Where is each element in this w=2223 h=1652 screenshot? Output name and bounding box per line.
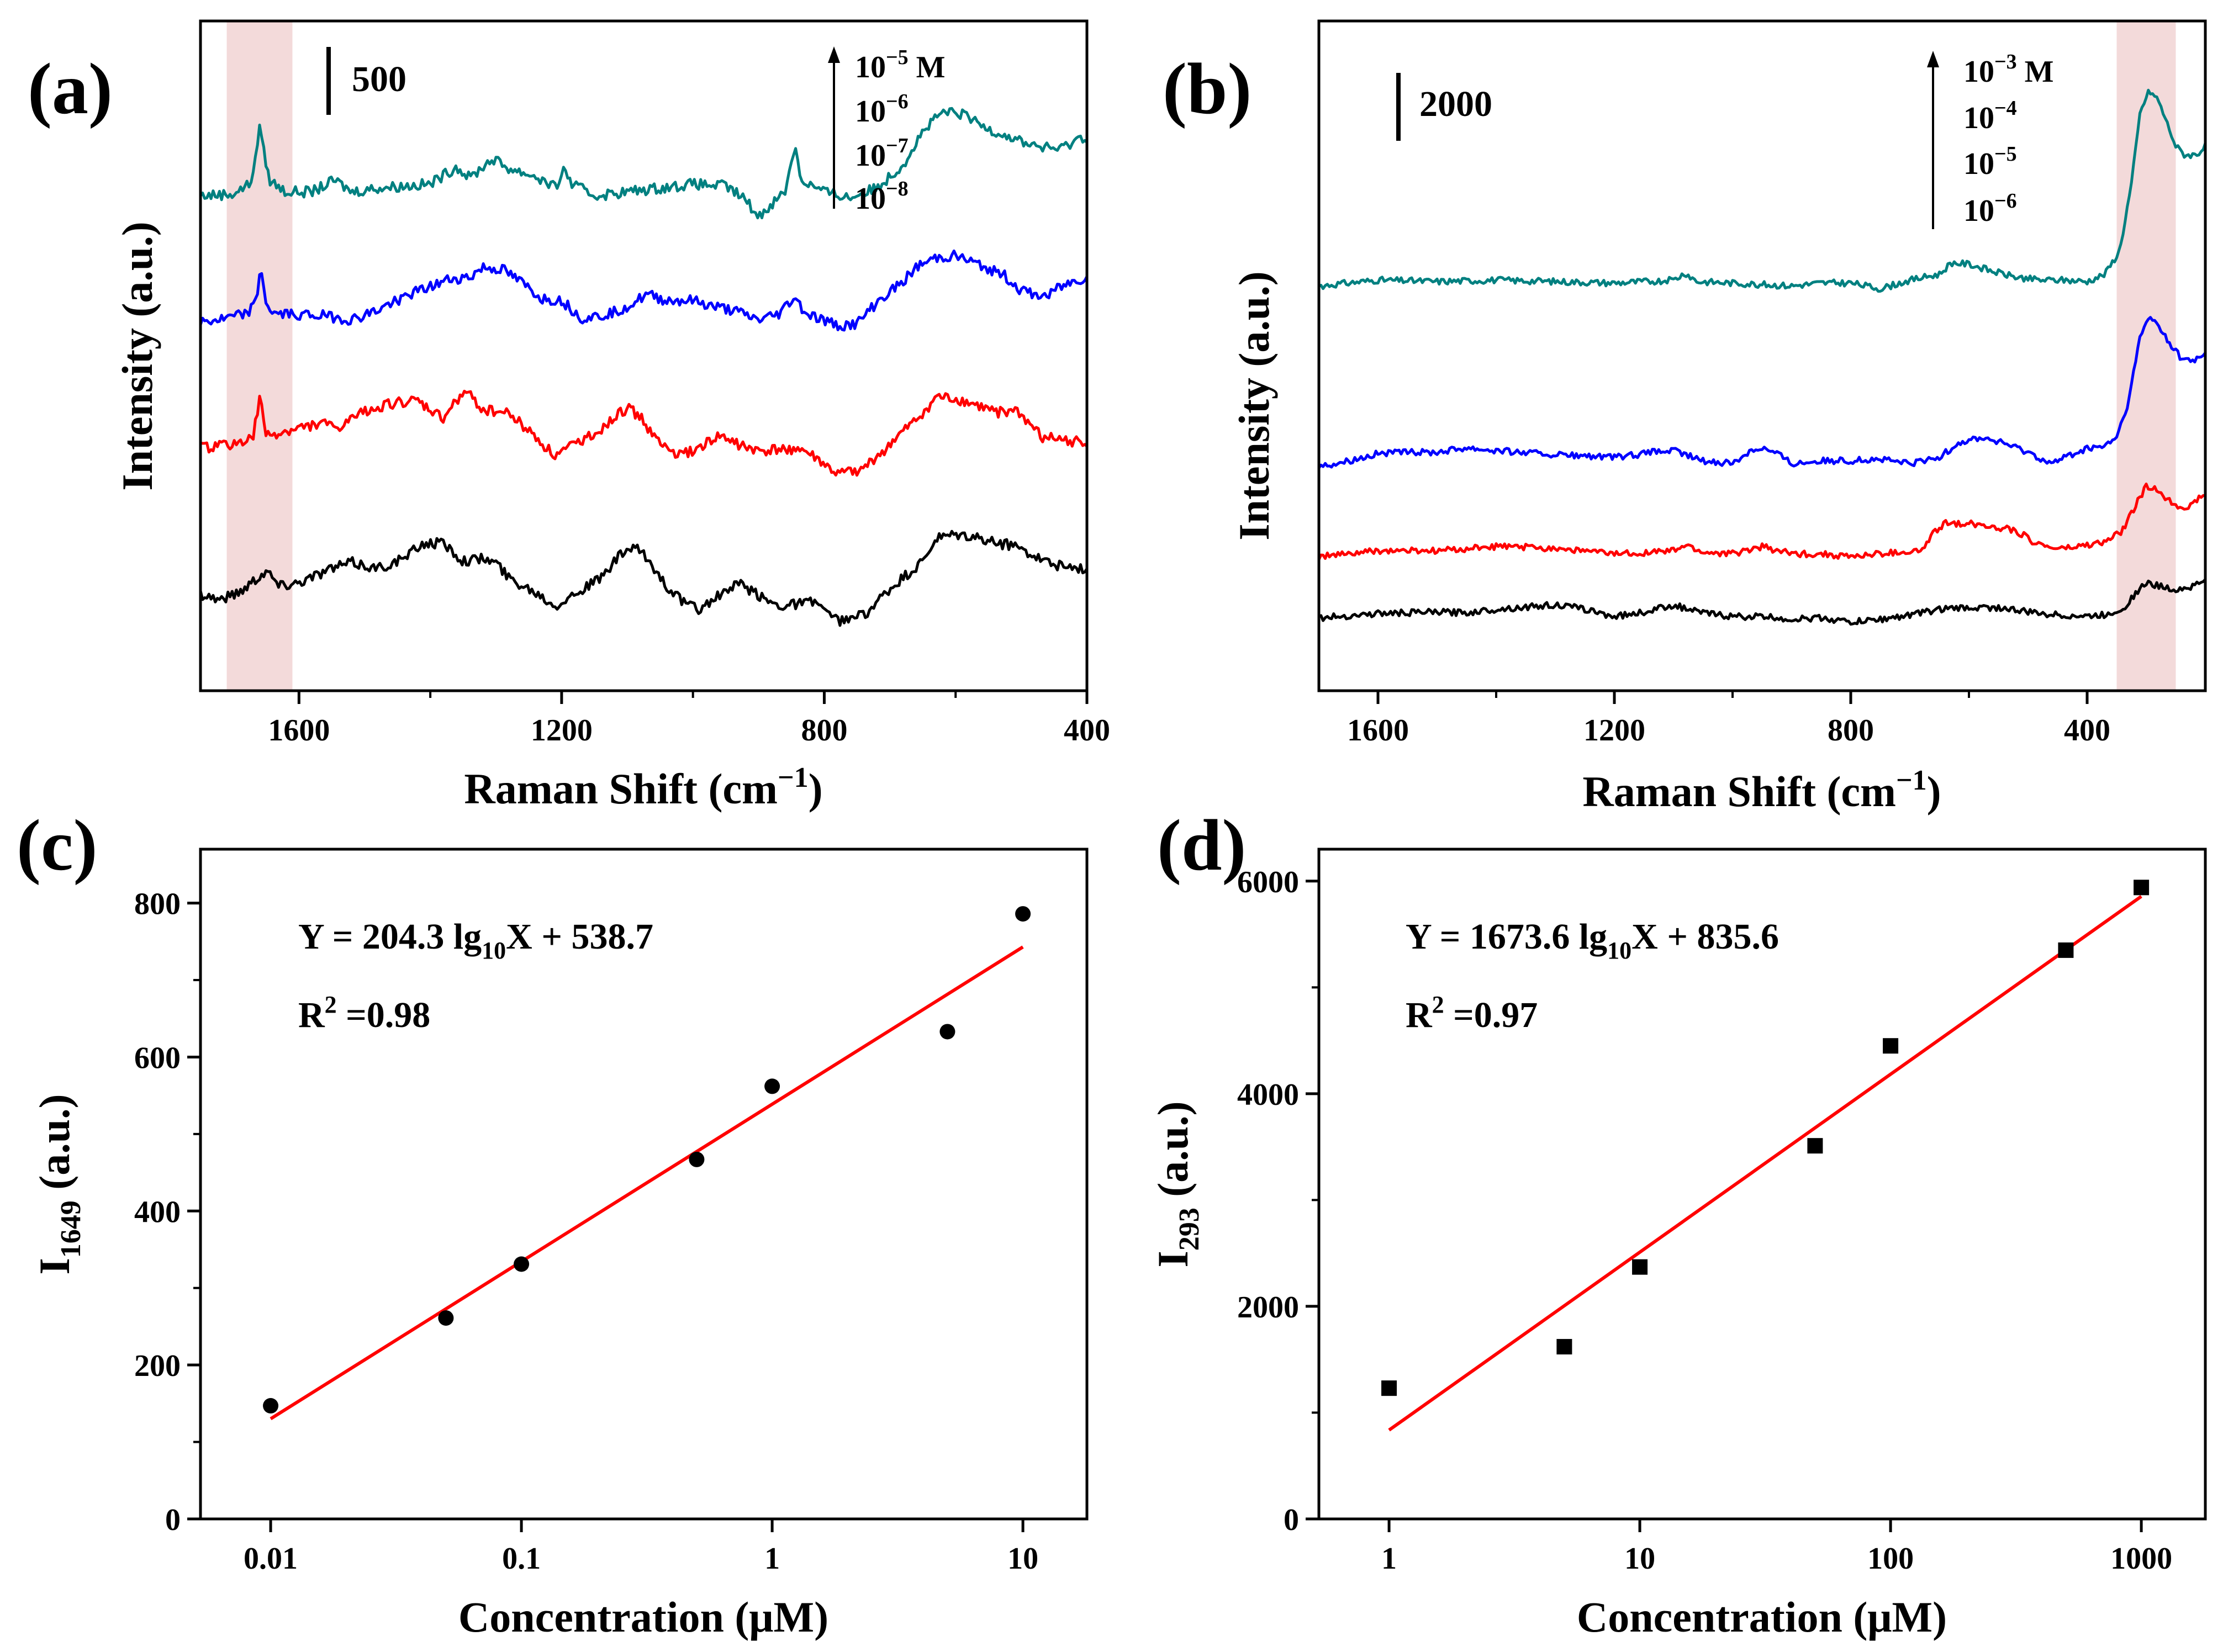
series-line-10--7-m <box>200 389 1088 477</box>
data-point <box>689 1151 705 1167</box>
x-tick-label: 400 <box>1064 713 1110 748</box>
x-tick-label: 10 <box>1007 1542 1038 1576</box>
series-line-10--4-m <box>1317 316 2206 469</box>
x-tick-label: 0.01 <box>244 1542 298 1576</box>
y-tick-label: 2000 <box>1237 1290 1299 1325</box>
panel-d: (d) 1 10 100 1000 0 2000 4000 6000 Y = 1673.6 … <box>1149 804 2207 1641</box>
data-point <box>263 1398 279 1414</box>
series-line-10--6-m <box>1318 578 2206 626</box>
x-ticks: 1600 1200 800 400 <box>1347 691 2110 748</box>
panel-b-label: (b) <box>1163 48 1252 129</box>
x-ticks: 1600 1200 800 400 <box>268 691 1110 748</box>
legend-entry: 10−8 <box>855 177 909 216</box>
series-line-10--6-m <box>199 249 1089 332</box>
panel-c-label: (c) <box>17 804 98 886</box>
y-tick-label: 0 <box>165 1503 181 1537</box>
series-line-10--5-m <box>1317 483 2206 560</box>
x-axis-label: Concentration (μM) <box>1577 1593 1947 1641</box>
x-ticks: 1 10 100 1000 <box>1381 1519 2172 1576</box>
legend-entry: 10−4 <box>1963 97 2017 135</box>
panel-a-label: (a) <box>28 48 113 129</box>
data-point <box>1015 906 1031 922</box>
y-tick-label: 200 <box>134 1349 181 1383</box>
spectra-lines <box>1317 88 2207 626</box>
x-tick-label: 400 <box>2064 713 2110 748</box>
data-point <box>1381 1380 1397 1396</box>
fit-line <box>270 945 1024 1421</box>
data-point <box>939 1024 955 1040</box>
data-point <box>1883 1038 1899 1054</box>
y-tick-label: 400 <box>134 1195 181 1229</box>
x-tick-label: 100 <box>1867 1542 1914 1576</box>
y-axis-label: Intensity (a.u.) <box>113 221 161 491</box>
fit-line <box>1388 894 2142 1432</box>
x-axis-label: Raman Shift (cm−1) <box>464 762 822 813</box>
panel-a: (a) 1600 1200 800 400 500 10−5 M 10−6 10−7 … <box>28 19 1110 813</box>
x-tick-label: 0.1 <box>502 1542 541 1576</box>
plot-frame <box>1317 848 2207 1521</box>
x-tick-label: 1600 <box>268 713 330 748</box>
x-tick-label: 1600 <box>1347 713 1409 748</box>
panel-c: (c) 0.01 0.1 1 10 0 200 400 600 800 Y = 204.3 l… <box>17 804 1089 1641</box>
series-line-10--8-m <box>199 530 1089 627</box>
x-tick-label: 1 <box>1381 1542 1397 1576</box>
y-tick-label: 800 <box>134 887 181 922</box>
r-squared: R2 =0.98 <box>298 991 430 1035</box>
legend-entry: 10−5 M <box>855 46 946 84</box>
y-axis-label: I293 (a.u.) <box>1149 1101 1205 1267</box>
r-squared: R2 =0.97 <box>1406 991 1538 1035</box>
y-tick-label: 0 <box>1284 1503 1299 1537</box>
data-point <box>2134 880 2150 896</box>
plot-frame <box>1317 19 2207 692</box>
x-tick-label: 800 <box>801 713 847 748</box>
data-point <box>1632 1259 1648 1275</box>
legend-entry: 10−6 <box>1963 189 2017 228</box>
data-point <box>764 1078 780 1094</box>
x-axis-label: Raman Shift (cm−1) <box>1582 765 1941 816</box>
fit-equation: Y = 204.3 lg10X + 538.7 <box>298 917 653 964</box>
x-tick-label: 10 <box>1624 1542 1655 1576</box>
data-point <box>2058 942 2074 958</box>
legend-entry: 10−6 <box>855 90 909 129</box>
plot-frame <box>199 848 1089 1521</box>
y-ticks: 0 2000 4000 6000 <box>1237 865 1319 1537</box>
highlight-band <box>2116 21 2176 691</box>
data-point <box>438 1310 454 1326</box>
y-tick-label: 6000 <box>1237 865 1299 899</box>
scale-bar-label: 500 <box>352 59 406 99</box>
x-tick-label: 1 <box>764 1542 780 1576</box>
y-ticks: 0 200 400 600 800 <box>134 887 200 1537</box>
series-line-10--5-m <box>199 107 1088 220</box>
legend-entry: 10−7 <box>855 134 909 173</box>
y-axis-label: Intensity (a.u.) <box>1230 271 1278 541</box>
data-point <box>514 1256 530 1272</box>
x-tick-label: 1200 <box>531 713 593 748</box>
y-tick-label: 600 <box>134 1041 181 1075</box>
legend-entry: 10−5 <box>1963 142 2017 181</box>
data-points <box>263 906 1031 1414</box>
x-tick-label: 800 <box>1828 713 1874 748</box>
series-line-10--3-m <box>1318 88 2207 293</box>
scale-bar-label: 2000 <box>1419 84 1492 124</box>
x-tick-label: 1000 <box>2110 1542 2172 1576</box>
spectra-lines <box>199 107 1089 627</box>
y-axis-label: I1649 (a.u.) <box>30 1094 87 1274</box>
data-point <box>1807 1138 1823 1154</box>
data-points <box>1381 880 2150 1396</box>
legend-entry: 10−3 M <box>1963 50 2054 89</box>
legend: 10−3 M 10−4 10−5 10−6 <box>1963 50 2054 228</box>
y-tick-label: 4000 <box>1237 1078 1299 1112</box>
legend: 10−5 M 10−6 10−7 10−8 <box>855 46 946 216</box>
plot-frame <box>199 19 1089 692</box>
x-ticks: 0.01 0.1 1 10 <box>244 1519 1038 1576</box>
x-tick-label: 1200 <box>1583 713 1645 748</box>
arrow-up-icon <box>828 46 840 63</box>
panel-d-label: (d) <box>1157 804 1246 886</box>
fit-equation: Y = 1673.6 lg10X + 835.6 <box>1406 917 1779 964</box>
x-axis-label: Concentration (μM) <box>458 1593 828 1641</box>
panel-b: (b) 1600 1200 800 400 2000 10−3 M 10−4 10−5… <box>1163 19 2207 816</box>
arrow-up-icon <box>1927 51 1939 67</box>
data-point <box>1556 1339 1572 1355</box>
